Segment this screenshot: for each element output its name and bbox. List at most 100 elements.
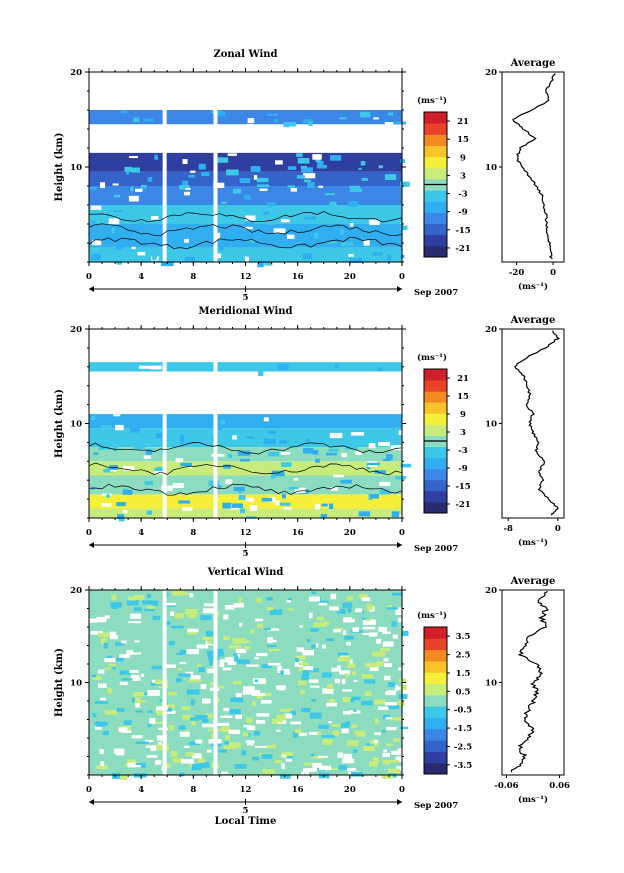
field-cell [378,706,389,710]
average-x-tick-label: -0.06 [494,781,518,791]
field-cell [201,723,215,728]
field-cell [312,154,322,160]
field-cell [179,438,185,444]
field-cell [171,625,184,629]
field-cell [198,666,205,673]
field-cell [301,674,310,681]
field-cell [119,681,128,686]
field-cell [367,462,380,466]
panel-meridional-wind: Meridional Wind 20 10 Height (km) 0 4 8 12 16 20 0… [54,306,565,559]
field-cell [256,597,262,603]
field-cell [302,119,314,124]
field-cell [191,753,202,759]
colorbar-swatch [424,123,447,135]
field-cell [218,749,228,753]
field-cell [127,762,137,768]
field-cell [286,234,295,239]
field-cell [382,752,390,758]
field-cell [328,448,339,452]
field-cell [156,735,167,741]
field-cell [144,608,155,612]
field-cell [290,188,298,192]
field-cell [95,721,106,727]
field-cell [333,474,344,478]
field-cell [344,767,357,771]
field-cell [263,438,277,445]
field-cell [233,486,245,492]
y-tick-label: 10 [70,163,82,173]
field-cell [366,604,373,611]
field-cell [283,668,290,675]
field-cell [296,647,305,652]
date-month-label: Sep 2007 [414,801,458,811]
field-cell [250,166,261,172]
field-cell [350,710,361,714]
field-cell [179,649,189,655]
field-cell [310,753,315,757]
field-cell [399,726,409,730]
field-cell [90,205,102,210]
average-x-tick-label: 0.06 [549,781,570,791]
field-cell [336,611,341,614]
field-cell [327,416,338,421]
field-cell [146,755,158,758]
field-cell [286,599,291,603]
field-cell [318,724,329,729]
field-cell [304,216,317,220]
colorbar-tick-label: -15 [455,482,470,492]
field-cell [295,657,299,663]
field-cell [221,771,229,774]
field-cell [133,595,145,600]
date-axis-arrow-right [397,542,402,548]
field-cell [162,621,171,626]
field-cell [189,762,194,768]
field-cell [400,159,405,164]
field-cell [368,443,376,449]
field-cell [100,697,106,701]
field-cell [330,487,338,491]
x-tick-label: 0 [86,272,92,282]
field-cell [216,232,221,239]
field-cell [195,715,208,720]
field-cell [382,759,390,765]
field-cell [147,723,152,728]
field-cell [318,602,328,606]
field-cell [355,451,362,455]
field-cell [122,509,128,514]
field-cell [358,167,362,171]
field-cell [133,444,146,450]
field-cell [379,647,390,652]
field-cell [246,436,255,439]
colorbar-swatch [424,424,447,436]
field-cell [89,618,98,623]
field-layer [89,508,402,518]
field-cell [156,707,164,713]
colorbar-tick-label: 9 [460,410,466,420]
x-tick-label: 16 [292,785,304,795]
field-cell [136,700,147,703]
field-cell [339,117,347,120]
field-cell [342,602,353,608]
field-cell [321,735,335,738]
field-cell [179,772,185,777]
field-cell [382,458,391,462]
field-cell [362,632,374,636]
field-cell [334,678,341,684]
field-cell [165,664,177,668]
field-cell [224,604,235,610]
field-cell [143,440,149,444]
field-cell [218,244,224,251]
field-cell [314,232,319,239]
field-cell [384,702,397,706]
field-cell [152,615,160,621]
field-cell [360,111,371,118]
field-cell [186,689,200,695]
field-cell [302,666,314,671]
field-cell [240,508,245,514]
field-cell [312,762,323,768]
field-cell [217,648,224,655]
field-cell [256,713,270,717]
field-cell [147,177,153,182]
field-cell [271,718,281,724]
field-cell [347,663,356,668]
